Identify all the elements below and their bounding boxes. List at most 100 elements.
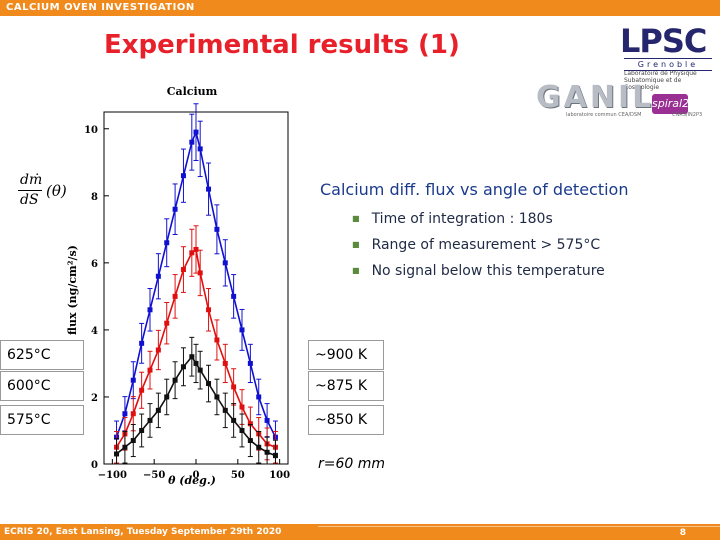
data-point [272, 453, 278, 459]
data-point [231, 417, 237, 423]
bullet-square-icon: ■ [352, 214, 360, 223]
x-axis-label: θ (deg.) [168, 474, 216, 487]
kelvin-label-875k: ~875 K [308, 371, 384, 401]
ganil-logo-lab-text: laboratoire commun CEA/DSM [566, 112, 642, 118]
spiral2-logo: spiral2 [652, 94, 689, 114]
x-tick-label: −50 [143, 470, 165, 481]
chart-title: Calcium [167, 85, 218, 98]
header-bar-text: CALCIUM OVEN INVESTIGATION [6, 2, 195, 13]
data-point [172, 377, 178, 383]
data-point [155, 407, 161, 413]
temp-label-625c: 625°C [0, 340, 84, 370]
data-point [180, 267, 186, 273]
y-tick-label: 0 [91, 460, 98, 471]
data-point [155, 273, 161, 279]
data-point [197, 367, 203, 373]
data-point [214, 226, 220, 232]
bullet-square-icon: ■ [352, 266, 360, 275]
calcium-flux-chart: −100 −50 0 50 100 0 2 4 6 8 10 Calcium θ (deg.) fl… [66, 85, 290, 487]
data-point [239, 404, 245, 410]
footer-divider [318, 526, 720, 527]
data-point [180, 364, 186, 370]
bullet-square-icon: ■ [352, 240, 360, 249]
ganil-logo-text: GANIL [536, 80, 655, 115]
data-point [130, 411, 136, 417]
section-heading: Calcium diff. flux vs angle of detection [320, 180, 629, 199]
data-point [139, 427, 145, 433]
data-point [147, 417, 153, 423]
ganil-logo-lab-text-2: CNRS/IN2P3 [672, 112, 703, 118]
y-tick-label: 8 [91, 192, 98, 203]
data-point [114, 451, 120, 457]
data-point [247, 360, 253, 366]
data-point [197, 146, 203, 152]
lpsc-logo-text: LPSC [620, 22, 707, 60]
footer-right: 8 [318, 524, 720, 540]
data-point [193, 246, 199, 252]
data-point [264, 449, 270, 455]
data-point [206, 381, 212, 387]
data-point [155, 347, 161, 353]
y-tick-label: 4 [91, 326, 98, 337]
footer-bar: ECRIS 20, East Lansing, Tuesday Septembe… [0, 524, 720, 540]
data-point [193, 129, 199, 135]
header-bar: CALCIUM OVEN INVESTIGATION [0, 0, 720, 16]
data-point [239, 427, 245, 433]
data-point [214, 337, 220, 343]
flux-formula: dṁ dS (θ) [18, 172, 78, 212]
data-point [122, 411, 128, 417]
lpsc-logo-city: Grenoble [624, 58, 712, 71]
data-point [222, 360, 228, 366]
data-point [256, 444, 262, 450]
data-point [247, 438, 253, 444]
bullet-item: ■ Range of measurement > 575°C [352, 236, 605, 262]
bullet-item: ■ No signal below this temperature [352, 262, 605, 288]
data-point [264, 417, 270, 423]
bullet-text: Range of measurement > 575°C [371, 237, 601, 253]
temp-label-575c: 575°C [0, 405, 84, 435]
data-point [189, 139, 195, 145]
x-tick-label: −100 [98, 470, 127, 481]
data-point [172, 206, 178, 212]
data-point [189, 354, 195, 360]
data-point [147, 307, 153, 313]
data-point [231, 384, 237, 390]
bullet-text: Time of integration : 180s [371, 211, 553, 227]
kelvin-label-900k: ~900 K [308, 340, 384, 370]
x-tick-label: 50 [231, 470, 245, 481]
data-point [164, 320, 170, 326]
data-point [231, 293, 237, 299]
y-tick-label: 6 [91, 259, 98, 270]
data-point [239, 327, 245, 333]
lpsc-logo: LPSC Grenoble Laboratoire de Physique Su… [612, 22, 712, 91]
temp-label-600c: 600°C [0, 371, 84, 401]
formula-argument: (θ) [46, 182, 67, 200]
formula-fraction-bar [18, 190, 42, 191]
data-point [256, 394, 262, 400]
x-tick-label: 100 [269, 470, 290, 481]
data-point [172, 293, 178, 299]
data-point [247, 421, 253, 427]
x-tick-label: 0 [193, 470, 200, 481]
data-point [206, 186, 212, 192]
kelvin-label-850k: ~850 K [308, 405, 384, 435]
formula-numerator: dṁ [20, 172, 43, 188]
lpsc-logo-subtitle: Laboratoire de Physique Subatomique et d… [624, 70, 697, 91]
data-point [130, 377, 136, 383]
data-point [164, 394, 170, 400]
formula-denominator: dS [20, 192, 39, 208]
page-number: 8 [679, 528, 686, 538]
data-point [130, 438, 136, 444]
radius-note: r=60 mm [318, 456, 386, 472]
data-point [139, 340, 145, 346]
data-point [122, 444, 128, 450]
data-point [222, 407, 228, 413]
data-series [114, 336, 278, 465]
plot-frame [103, 111, 289, 465]
data-point [197, 270, 203, 276]
data-point [147, 367, 153, 373]
bullet-list: ■ Time of integration : 180s ■ Range of me… [352, 210, 605, 288]
data-point [139, 387, 145, 393]
y-tick-label: 2 [91, 393, 98, 404]
slide-title: Experimental results (1) [104, 30, 460, 60]
